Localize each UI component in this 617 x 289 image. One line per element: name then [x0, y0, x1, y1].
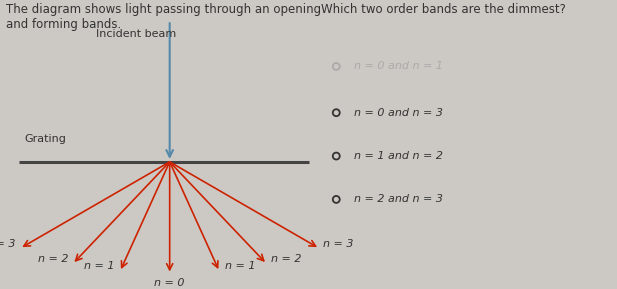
- Text: n = 0 and n = 3: n = 0 and n = 3: [354, 108, 442, 118]
- Text: n = 2: n = 2: [38, 254, 68, 264]
- Text: n = 0: n = 0: [154, 278, 185, 288]
- Text: Incident beam: Incident beam: [96, 29, 176, 39]
- Text: n = 1: n = 1: [225, 261, 255, 271]
- Text: n = 1 and n = 2: n = 1 and n = 2: [354, 151, 442, 161]
- Text: n = 1: n = 1: [85, 261, 115, 271]
- Text: n = 3: n = 3: [323, 239, 354, 249]
- Text: Which two order bands are the dimmest?: Which two order bands are the dimmest?: [321, 3, 566, 16]
- Text: n = 2: n = 2: [271, 254, 302, 264]
- Text: n = 2 and n = 3: n = 2 and n = 3: [354, 194, 442, 204]
- Text: n = 0 and n = 1: n = 0 and n = 1: [354, 62, 442, 71]
- Text: Grating: Grating: [25, 134, 67, 144]
- Text: The diagram shows light passing through an opening
and forming bands.: The diagram shows light passing through …: [6, 3, 321, 31]
- Text: n = 3: n = 3: [0, 239, 16, 249]
